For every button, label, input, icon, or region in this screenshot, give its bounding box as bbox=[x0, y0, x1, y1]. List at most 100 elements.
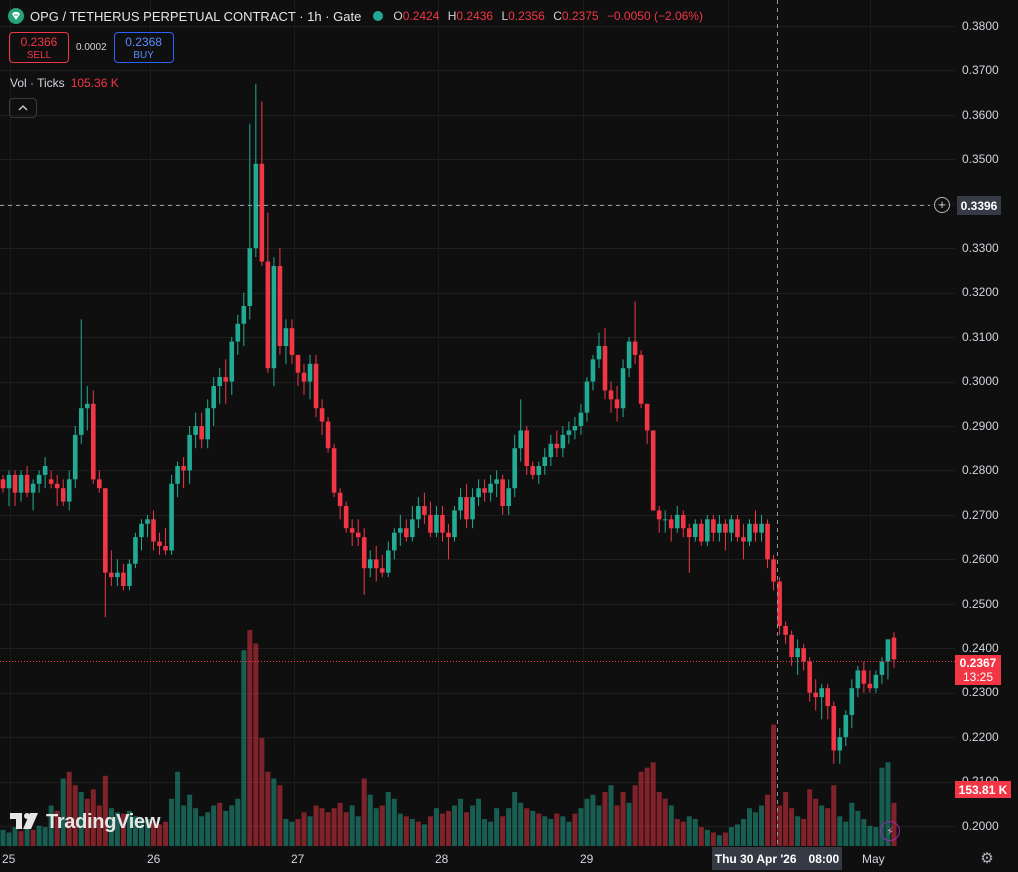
candle-body bbox=[145, 519, 150, 524]
volume-bar bbox=[650, 762, 656, 846]
volume-bar bbox=[783, 792, 789, 846]
candle-body bbox=[428, 514, 433, 533]
candle-body bbox=[361, 537, 367, 569]
volume-bar bbox=[476, 798, 482, 846]
volume-bar bbox=[560, 816, 566, 846]
volume-bar bbox=[337, 802, 343, 846]
volume-legend[interactable]: Vol · Ticks 105.36 K bbox=[10, 76, 119, 90]
volume-bar bbox=[765, 794, 771, 846]
volume-bar bbox=[42, 827, 48, 846]
volume-bar bbox=[108, 808, 114, 846]
volume-bar bbox=[831, 785, 837, 846]
candle-body bbox=[36, 474, 42, 484]
volume-bar bbox=[391, 798, 397, 846]
volume-bar bbox=[235, 798, 241, 846]
tradingview-logo-text: TradingView bbox=[46, 811, 161, 833]
candle-body bbox=[301, 372, 307, 382]
volume-bar bbox=[385, 792, 391, 846]
crosshair-lines bbox=[0, 0, 955, 848]
candle-body bbox=[650, 430, 656, 511]
volume-bar bbox=[566, 821, 572, 846]
volume-bars bbox=[0, 630, 897, 846]
candle-body bbox=[115, 572, 120, 578]
candle-body bbox=[78, 408, 84, 435]
volume-bar bbox=[72, 785, 78, 846]
last-price-label: 0.2367 13:25 bbox=[955, 655, 1001, 685]
candle-body bbox=[560, 434, 566, 449]
symbol-title[interactable]: OPG / TETHERUS PERPETUAL CONTRACT · 1h ·… bbox=[30, 8, 362, 24]
volume-bar bbox=[578, 808, 584, 846]
price-axis-tick: 0.2400 bbox=[962, 641, 999, 655]
candle-body bbox=[548, 443, 554, 458]
candle-body bbox=[277, 266, 283, 346]
candle-body bbox=[337, 492, 343, 506]
candle-body bbox=[42, 466, 48, 475]
volume-bar bbox=[668, 805, 674, 846]
volume-bar bbox=[458, 798, 464, 846]
volume-bar bbox=[626, 802, 632, 846]
volume-bar bbox=[361, 778, 367, 846]
candle-body bbox=[506, 488, 511, 506]
candle-body bbox=[229, 341, 235, 382]
candle-body bbox=[434, 514, 439, 533]
volume-bar bbox=[144, 819, 150, 846]
volume-bar bbox=[313, 805, 319, 846]
candle-body bbox=[759, 523, 764, 533]
candle-body bbox=[18, 474, 24, 493]
volume-bar bbox=[554, 813, 560, 846]
sell-button[interactable]: 0.2366 SELL bbox=[9, 32, 69, 63]
volume-bar bbox=[126, 810, 132, 846]
candle-body bbox=[482, 488, 487, 493]
collapse-legend-button[interactable] bbox=[9, 98, 37, 118]
candle-body bbox=[699, 523, 704, 542]
candle-body bbox=[602, 346, 608, 391]
price-axis-tick: 0.2200 bbox=[962, 730, 999, 744]
volume-bar bbox=[524, 808, 530, 846]
time-axis-tick: 26 bbox=[147, 852, 161, 866]
candle-body bbox=[494, 479, 499, 484]
candle-body bbox=[355, 532, 361, 538]
ohlc-high: 0.2436 bbox=[456, 9, 494, 23]
volume-bar bbox=[855, 810, 861, 846]
volume-bar bbox=[199, 816, 205, 846]
lightning-icon[interactable]: ⚡ bbox=[880, 821, 900, 841]
volume-bar bbox=[48, 805, 54, 846]
time-axis-tick: 28 bbox=[435, 852, 449, 866]
candle-body bbox=[54, 483, 60, 489]
candle-body bbox=[0, 479, 6, 489]
candle-body bbox=[247, 248, 253, 306]
volume-legend-value: 105.36 K bbox=[70, 76, 119, 90]
price-axis-tick: 0.3100 bbox=[962, 330, 999, 344]
candle-body bbox=[271, 266, 277, 369]
add-alert-plus-icon[interactable]: + bbox=[934, 197, 950, 213]
ohlc-low: 0.2356 bbox=[508, 9, 545, 23]
candle-body bbox=[398, 528, 403, 533]
candle-body bbox=[795, 648, 800, 658]
ohlc-close: 0.2375 bbox=[561, 9, 599, 23]
volume-bar bbox=[18, 831, 24, 846]
candle-body bbox=[253, 163, 259, 249]
volume-bar bbox=[530, 810, 536, 846]
tradingview-logo[interactable]: TradingView bbox=[10, 811, 160, 834]
volume-bar bbox=[289, 821, 295, 846]
candle-body bbox=[404, 528, 409, 538]
volume-bar bbox=[349, 805, 355, 846]
candle-body bbox=[783, 626, 788, 635]
candle-body bbox=[48, 479, 54, 484]
volume-bar bbox=[843, 821, 849, 846]
gear-icon[interactable]: ⚙ bbox=[980, 850, 994, 867]
time-axis-tick: 25 bbox=[2, 852, 16, 866]
candle-body bbox=[801, 648, 806, 662]
volume-bar bbox=[283, 819, 289, 846]
price-axis-tick: 0.2000 bbox=[962, 819, 999, 833]
volume-bar bbox=[464, 812, 470, 846]
buy-button[interactable]: 0.2368 BUY bbox=[113, 32, 174, 63]
candle-body bbox=[30, 483, 36, 493]
candle-body bbox=[295, 354, 301, 373]
candle-body bbox=[620, 368, 626, 409]
candle-body bbox=[66, 479, 72, 502]
volume-bar bbox=[602, 792, 608, 846]
volume-bar bbox=[331, 808, 337, 846]
candle-body bbox=[488, 483, 493, 493]
